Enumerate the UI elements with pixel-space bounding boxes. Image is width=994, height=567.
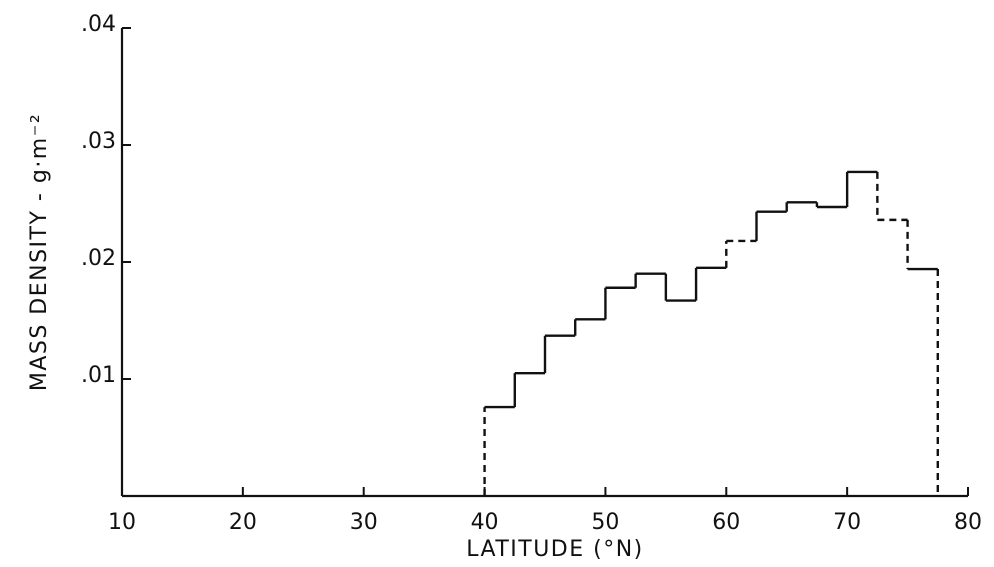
x-axis-title: LATITUDE (°N) <box>466 537 644 562</box>
axes <box>120 28 968 498</box>
x-tick-label: 50 <box>591 510 619 535</box>
y-tick-label: .01 <box>81 363 116 388</box>
y-tick-label: .04 <box>81 12 116 37</box>
x-tick-label: 40 <box>471 510 499 535</box>
x-tick-label: 20 <box>229 510 257 535</box>
y-tick-label: .03 <box>81 129 116 154</box>
x-tick-label: 60 <box>712 510 740 535</box>
y-axis-title: MASS DENSITY - g·m⁻² <box>27 113 52 391</box>
x-tick-label: 80 <box>954 510 982 535</box>
y-tick-label: .02 <box>81 246 116 271</box>
histogram-steps <box>483 170 939 496</box>
x-tick-label: 10 <box>108 510 136 535</box>
y-ticks: .01 .02 .03 .04 <box>81 12 131 388</box>
x-tick-label: 70 <box>833 510 861 535</box>
x-tick-label: 30 <box>350 510 378 535</box>
x-ticks: 10 20 30 40 50 60 70 80 <box>108 487 982 535</box>
